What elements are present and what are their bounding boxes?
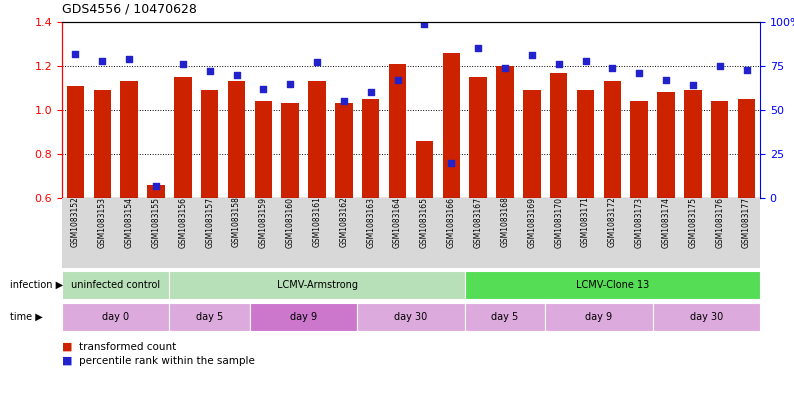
Point (687, 82, 700, 88)
Point (391, 77, 404, 83)
Text: LCMV-Armstrong: LCMV-Armstrong (276, 280, 357, 290)
Text: ■: ■ (62, 342, 72, 352)
Bar (147, 185, 164, 198)
Point (364, 89, 377, 95)
Bar (362, 99, 380, 198)
Point (283, 81, 296, 87)
Text: infection ▶: infection ▶ (10, 280, 64, 290)
Bar (62, 271, 169, 299)
Bar (94, 90, 111, 198)
Point (713, 63, 726, 69)
Bar (416, 141, 434, 198)
Text: day 5: day 5 (196, 312, 223, 322)
Point (96, 58, 109, 64)
Text: day 5: day 5 (491, 312, 518, 322)
Bar (630, 101, 648, 198)
Bar (335, 103, 353, 198)
Point (176, 61, 189, 67)
Bar (576, 90, 594, 198)
Bar (201, 90, 218, 198)
Text: day 9: day 9 (585, 312, 612, 322)
Text: percentile rank within the sample: percentile rank within the sample (79, 356, 256, 366)
Bar (738, 99, 755, 198)
Bar (657, 92, 675, 198)
Text: transformed count: transformed count (79, 342, 177, 352)
Bar (684, 90, 702, 198)
Bar (169, 271, 464, 299)
Bar (169, 303, 250, 331)
Bar (464, 303, 545, 331)
Point (123, 56, 136, 62)
Point (203, 68, 216, 74)
Text: day 30: day 30 (690, 312, 723, 322)
Text: time ▶: time ▶ (10, 312, 43, 322)
Bar (523, 90, 541, 198)
Bar (357, 303, 464, 331)
Bar (496, 66, 514, 198)
Bar (121, 81, 138, 198)
Text: day 9: day 9 (290, 312, 317, 322)
Bar (308, 81, 326, 198)
Point (230, 72, 243, 78)
Bar (281, 103, 299, 198)
Bar (389, 64, 407, 198)
Bar (464, 271, 760, 299)
Point (445, 160, 457, 166)
Bar (603, 81, 621, 198)
Point (633, 70, 646, 76)
Bar (711, 101, 728, 198)
Bar (653, 303, 760, 331)
Point (606, 64, 619, 71)
Point (740, 66, 753, 73)
Text: day 30: day 30 (395, 312, 428, 322)
Point (337, 98, 350, 105)
Bar (67, 86, 84, 198)
Bar (228, 81, 245, 198)
Point (310, 59, 323, 66)
Text: uninfected control: uninfected control (71, 280, 160, 290)
Point (660, 77, 673, 83)
Point (472, 45, 484, 51)
Bar (442, 53, 460, 198)
Bar (62, 303, 169, 331)
Point (579, 58, 592, 64)
Point (69, 51, 82, 57)
Point (526, 52, 538, 59)
Point (257, 86, 270, 92)
Point (499, 64, 511, 71)
Text: LCMV-Clone 13: LCMV-Clone 13 (576, 280, 649, 290)
Bar (469, 77, 487, 198)
Text: GDS4556 / 10470628: GDS4556 / 10470628 (62, 2, 197, 15)
Text: ■: ■ (62, 356, 72, 366)
Point (149, 182, 162, 189)
Text: day 0: day 0 (102, 312, 129, 322)
Point (418, 20, 431, 27)
Bar (545, 303, 653, 331)
Bar (255, 101, 272, 198)
Bar (550, 73, 568, 198)
Point (553, 61, 565, 67)
Bar (174, 77, 191, 198)
Bar (250, 303, 357, 331)
